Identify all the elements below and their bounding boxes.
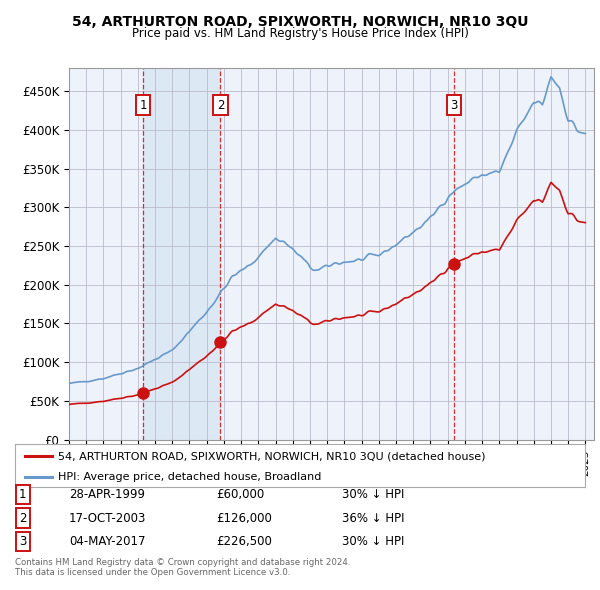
Text: £226,500: £226,500 (216, 535, 272, 548)
Text: 04-MAY-2017: 04-MAY-2017 (69, 535, 146, 548)
Text: 54, ARTHURTON ROAD, SPIXWORTH, NORWICH, NR10 3QU (detached house): 54, ARTHURTON ROAD, SPIXWORTH, NORWICH, … (58, 451, 485, 461)
Text: 28-APR-1999: 28-APR-1999 (69, 488, 145, 501)
Text: 17-OCT-2003: 17-OCT-2003 (69, 512, 146, 525)
Text: 30% ↓ HPI: 30% ↓ HPI (342, 535, 404, 548)
Text: £126,000: £126,000 (216, 512, 272, 525)
Text: Contains HM Land Registry data © Crown copyright and database right 2024.
This d: Contains HM Land Registry data © Crown c… (15, 558, 350, 577)
Text: 36% ↓ HPI: 36% ↓ HPI (342, 512, 404, 525)
Text: Price paid vs. HM Land Registry's House Price Index (HPI): Price paid vs. HM Land Registry's House … (131, 27, 469, 40)
Text: £60,000: £60,000 (216, 488, 264, 501)
Text: 30% ↓ HPI: 30% ↓ HPI (342, 488, 404, 501)
Text: HPI: Average price, detached house, Broadland: HPI: Average price, detached house, Broa… (58, 473, 321, 483)
Text: 3: 3 (450, 99, 457, 112)
Text: 54, ARTHURTON ROAD, SPIXWORTH, NORWICH, NR10 3QU: 54, ARTHURTON ROAD, SPIXWORTH, NORWICH, … (72, 15, 528, 29)
Text: 3: 3 (19, 535, 26, 548)
Bar (143, 68, 220, 440)
Text: 2: 2 (217, 99, 224, 112)
Text: 2: 2 (19, 512, 26, 525)
Text: 1: 1 (19, 488, 26, 501)
Text: 1: 1 (140, 99, 147, 112)
